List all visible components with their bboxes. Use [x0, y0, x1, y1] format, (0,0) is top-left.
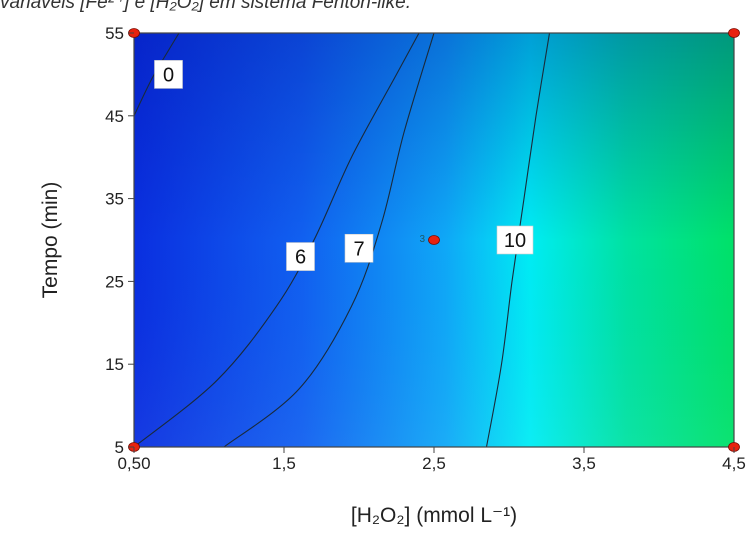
design-point: [728, 28, 740, 38]
x-tick-label: 0,50: [117, 454, 150, 473]
x-tick-label: 1,5: [272, 454, 296, 473]
x-tick-label: 2,5: [422, 454, 446, 473]
y-tick-label: 5: [115, 438, 124, 457]
x-axis: 0,50 1,5 2,5 3,5 4,5: [117, 447, 746, 473]
design-point-replicate-label: 3: [419, 234, 425, 245]
y-tick-label: 35: [105, 190, 124, 209]
contour-label-7: 7: [353, 238, 364, 260]
y-tick-label: 15: [105, 355, 124, 374]
y-tick-label: 25: [105, 272, 124, 291]
x-tick-label: 3,5: [572, 454, 596, 473]
contour-line-6: [134, 33, 420, 447]
contour-label-0: 0: [163, 64, 174, 86]
contour-label-6: 6: [295, 247, 306, 269]
x-axis-title: [H₂O₂] (mmol L⁻¹): [351, 504, 517, 527]
contour-label-box: [344, 233, 374, 263]
design-point: [428, 235, 440, 245]
contour-label-box: [496, 225, 534, 255]
y-axis: 5 15 25 35 45 55: [105, 24, 134, 457]
y-tick-label: 55: [105, 24, 124, 43]
caption-fragment: variáveis [Fe²⁺] e [H₂O₂] em sistema Fen…: [0, 0, 411, 13]
plot-area: 0 6 7 10 3: [128, 28, 740, 452]
x-tick-label: 4,5: [722, 454, 746, 473]
design-points: 3: [128, 28, 740, 452]
contour-label-10: 10: [504, 230, 526, 252]
y-tick-label: 45: [105, 107, 124, 126]
contour-labels: 0 6 7 10: [154, 60, 534, 271]
contour-label-box: [286, 242, 315, 271]
y-axis-title: Tempo (min): [39, 182, 62, 299]
contour-label-box: [154, 60, 183, 89]
